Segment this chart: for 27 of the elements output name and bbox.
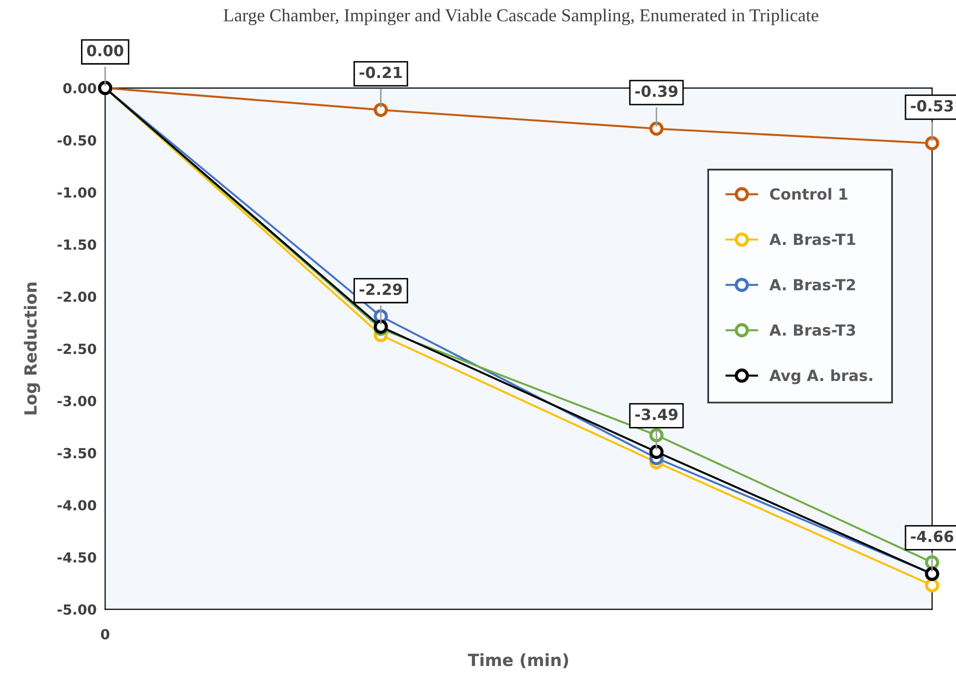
y-tick-label: -0.50 [58,135,96,146]
y-tick-label: -5.00 [58,604,96,615]
legend-label: Control 1 [770,188,848,200]
y-tick-label: -2.50 [58,344,96,354]
data-label: -3.49 [635,408,678,420]
y-tick-label: -4.00 [58,500,96,511]
y-tick-label: -4.50 [58,552,96,563]
legend-label: A. Bras-T3 [769,324,856,336]
legend-label: Avg A. bras. [769,369,872,384]
data-label: -0.53 [910,100,953,112]
x-tick-label: 0 [100,628,110,640]
y-tick-label: -2.00 [58,291,96,302]
data-label: -2.29 [360,284,402,296]
y-tick-label: 0.00 [63,82,96,94]
y-tick-label: -3.00 [58,396,96,406]
legend-label: A. Bras-T1 [769,234,856,246]
chart-title: Large Chamber, Impinger and Viable Cascade Sampling, Enumerated in Triplicate [224,8,818,26]
data-label: -4.66 [910,530,954,542]
data-label: -0.21 [360,66,402,78]
data-label: -0.39 [635,85,678,97]
y-tick-label: -3.50 [58,448,96,458]
y-axis-title: Log Reduction [24,282,40,414]
y-tick-label: -1.50 [58,239,96,250]
x-axis-title: Time (min) [468,653,568,668]
legend-label: A. Bras-T2 [769,278,855,290]
data-label: 0.00 [87,44,124,56]
y-tick-label: -1.00 [58,187,96,198]
